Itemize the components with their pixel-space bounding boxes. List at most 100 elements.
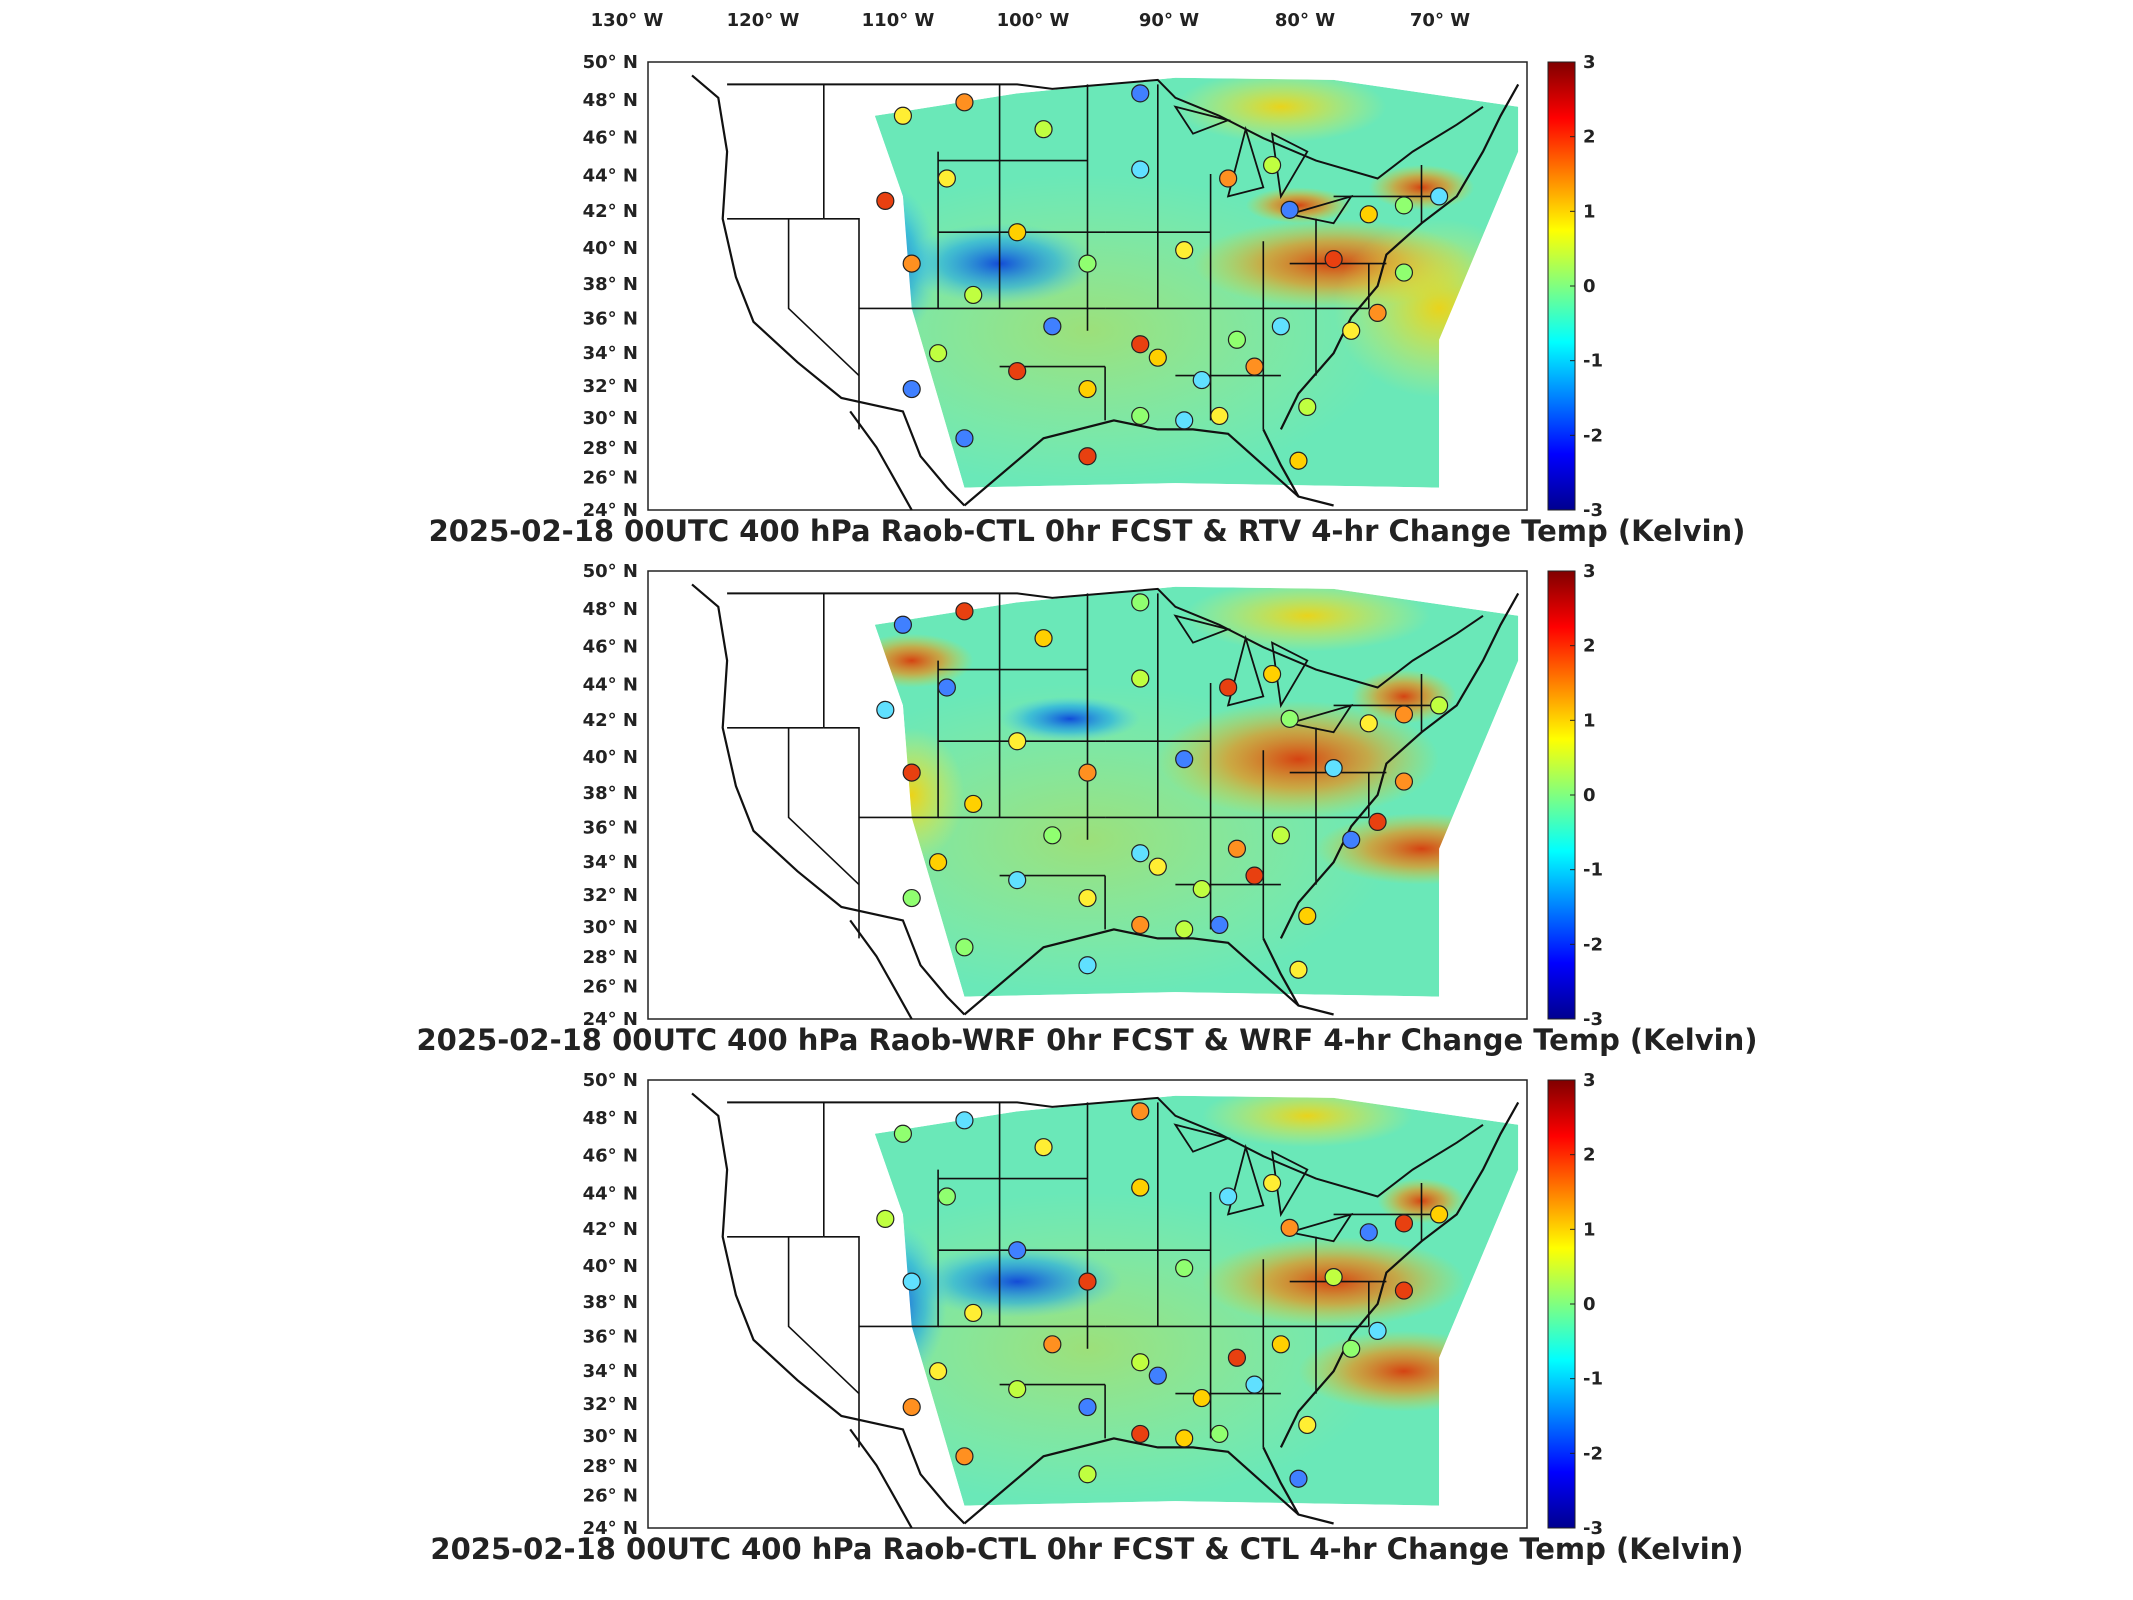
raob-station-marker[interactable] [955, 1447, 974, 1466]
raob-station-marker[interactable] [902, 763, 921, 782]
raob-station-marker[interactable] [1192, 370, 1211, 390]
raob-station-marker[interactable] [1262, 664, 1282, 684]
raob-station-marker[interactable] [1175, 411, 1194, 430]
raob-station-marker[interactable] [1342, 321, 1361, 340]
raob-station-marker[interactable] [928, 344, 948, 363]
raob-station-marker[interactable] [937, 1187, 956, 1206]
raob-station-marker[interactable] [893, 615, 913, 634]
raob-station-marker[interactable] [1219, 1187, 1238, 1206]
raob-station-marker[interactable] [955, 429, 974, 448]
raob-station-marker[interactable] [1289, 960, 1308, 979]
raob-station-marker[interactable] [1043, 317, 1062, 336]
raob-station-marker[interactable] [1219, 678, 1238, 697]
raob-station-marker[interactable] [1131, 669, 1150, 688]
raob-station-marker[interactable] [955, 1111, 974, 1130]
raob-station-marker[interactable] [1008, 871, 1027, 890]
raob-station-marker[interactable] [964, 285, 983, 305]
raob-station-marker[interactable] [1131, 1424, 1150, 1444]
raob-station-marker[interactable] [876, 700, 895, 719]
raob-station-marker[interactable] [1394, 1281, 1414, 1300]
raob-station-marker[interactable] [1227, 839, 1247, 858]
raob-station-marker[interactable] [1368, 1321, 1387, 1340]
raob-station-marker[interactable] [937, 678, 956, 697]
raob-station-marker[interactable] [1245, 866, 1264, 885]
raob-station-marker[interactable] [1298, 906, 1317, 926]
raob-station-marker[interactable] [1245, 1375, 1264, 1394]
raob-station-marker[interactable] [1078, 763, 1097, 782]
raob-station-marker[interactable] [1078, 1397, 1097, 1417]
raob-station-marker[interactable] [1131, 160, 1150, 179]
raob-station-marker[interactable] [1148, 857, 1167, 876]
raob-station-marker[interactable] [1262, 155, 1282, 175]
raob-station-marker[interactable] [1175, 1259, 1194, 1278]
raob-station-marker[interactable] [1034, 1138, 1053, 1157]
raob-station-marker[interactable] [955, 93, 974, 112]
raob-station-marker[interactable] [1394, 263, 1414, 282]
raob-station-marker[interactable] [1394, 705, 1414, 724]
raob-station-marker[interactable] [1429, 696, 1449, 715]
raob-station-marker[interactable] [1429, 187, 1449, 206]
raob-station-marker[interactable] [1280, 200, 1299, 219]
raob-station-marker[interactable] [1359, 1223, 1378, 1242]
raob-station-marker[interactable] [955, 602, 974, 621]
raob-station-marker[interactable] [1131, 1178, 1150, 1197]
raob-station-marker[interactable] [1148, 348, 1167, 367]
raob-station-marker[interactable] [1078, 1465, 1097, 1484]
raob-station-marker[interactable] [1324, 759, 1343, 778]
raob-station-marker[interactable] [1078, 447, 1097, 466]
raob-station-marker[interactable] [1271, 317, 1290, 336]
raob-station-marker[interactable] [1043, 826, 1062, 845]
raob-station-marker[interactable] [1210, 1424, 1229, 1444]
raob-station-marker[interactable] [1131, 844, 1150, 863]
raob-station-marker[interactable] [1192, 1388, 1211, 1408]
raob-station-marker[interactable] [1034, 629, 1053, 648]
raob-station-marker[interactable] [1271, 826, 1290, 845]
raob-station-marker[interactable] [876, 1209, 895, 1228]
raob-station-marker[interactable] [1131, 406, 1150, 426]
raob-station-marker[interactable] [1368, 303, 1387, 322]
raob-station-marker[interactable] [1298, 1415, 1317, 1435]
raob-station-marker[interactable] [1429, 1205, 1449, 1224]
raob-station-marker[interactable] [1342, 1339, 1361, 1358]
raob-station-marker[interactable] [1192, 879, 1211, 899]
raob-station-marker[interactable] [1219, 169, 1238, 188]
raob-station-marker[interactable] [902, 1397, 921, 1417]
raob-station-marker[interactable] [1008, 362, 1027, 381]
raob-station-marker[interactable] [902, 254, 921, 273]
raob-station-marker[interactable] [1394, 196, 1414, 215]
raob-station-marker[interactable] [1131, 915, 1150, 935]
raob-station-marker[interactable] [1227, 330, 1247, 349]
raob-station-marker[interactable] [876, 191, 895, 210]
raob-station-marker[interactable] [1078, 1272, 1097, 1291]
raob-station-marker[interactable] [1210, 406, 1229, 426]
raob-station-marker[interactable] [1175, 920, 1194, 939]
raob-station-marker[interactable] [1131, 84, 1150, 103]
raob-station-marker[interactable] [902, 888, 921, 908]
raob-station-marker[interactable] [1008, 1380, 1027, 1399]
raob-station-marker[interactable] [1280, 709, 1299, 728]
raob-station-marker[interactable] [1078, 379, 1097, 399]
raob-station-marker[interactable] [902, 1272, 921, 1291]
raob-station-marker[interactable] [893, 1124, 913, 1143]
raob-station-marker[interactable] [1210, 915, 1229, 935]
raob-station-marker[interactable] [1262, 1173, 1282, 1193]
raob-station-marker[interactable] [1394, 772, 1414, 791]
raob-station-marker[interactable] [1131, 1353, 1150, 1372]
raob-station-marker[interactable] [928, 853, 948, 872]
raob-station-marker[interactable] [1131, 1102, 1150, 1121]
raob-station-marker[interactable] [964, 1303, 983, 1323]
raob-station-marker[interactable] [928, 1362, 948, 1381]
raob-station-marker[interactable] [1043, 1335, 1062, 1354]
raob-station-marker[interactable] [1394, 1214, 1414, 1233]
raob-station-marker[interactable] [1245, 357, 1264, 376]
raob-station-marker[interactable] [1148, 1366, 1167, 1385]
raob-station-marker[interactable] [1342, 830, 1361, 849]
raob-station-marker[interactable] [1034, 120, 1053, 139]
raob-station-marker[interactable] [937, 169, 956, 188]
raob-station-marker[interactable] [902, 379, 921, 399]
raob-station-marker[interactable] [1078, 254, 1097, 273]
raob-station-marker[interactable] [1078, 956, 1097, 975]
raob-station-marker[interactable] [1078, 888, 1097, 908]
raob-station-marker[interactable] [1131, 335, 1150, 354]
raob-station-marker[interactable] [1008, 1241, 1027, 1260]
